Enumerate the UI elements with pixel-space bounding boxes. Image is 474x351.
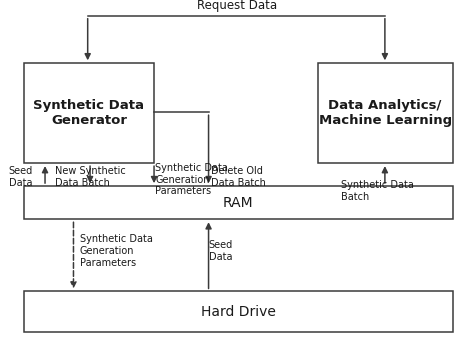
Bar [24, 186, 453, 219]
Text: Seed
Data: Seed Data [9, 166, 33, 188]
Text: Synthetic Data
Generation
Parameters: Synthetic Data Generation Parameters [155, 163, 228, 196]
Text: Synthetic Data
Batch: Synthetic Data Batch [341, 180, 414, 202]
Bar [24, 63, 154, 163]
Text: Synthetic Data
Generation
Parameters: Synthetic Data Generation Parameters [80, 234, 153, 267]
Text: Delete Old
Data Batch: Delete Old Data Batch [211, 166, 266, 188]
Bar [24, 291, 453, 332]
Text: Request Data: Request Data [197, 0, 277, 12]
Text: New Synthetic
Data Batch: New Synthetic Data Batch [55, 166, 125, 188]
Text: Hard Drive: Hard Drive [201, 305, 275, 318]
Text: Data Analytics/
Machine Learning: Data Analytics/ Machine Learning [319, 99, 452, 127]
Bar [318, 63, 453, 163]
Text: Synthetic Data
Generator: Synthetic Data Generator [33, 99, 145, 127]
Text: Seed
Data: Seed Data [209, 240, 233, 262]
Text: RAM: RAM [223, 196, 254, 210]
